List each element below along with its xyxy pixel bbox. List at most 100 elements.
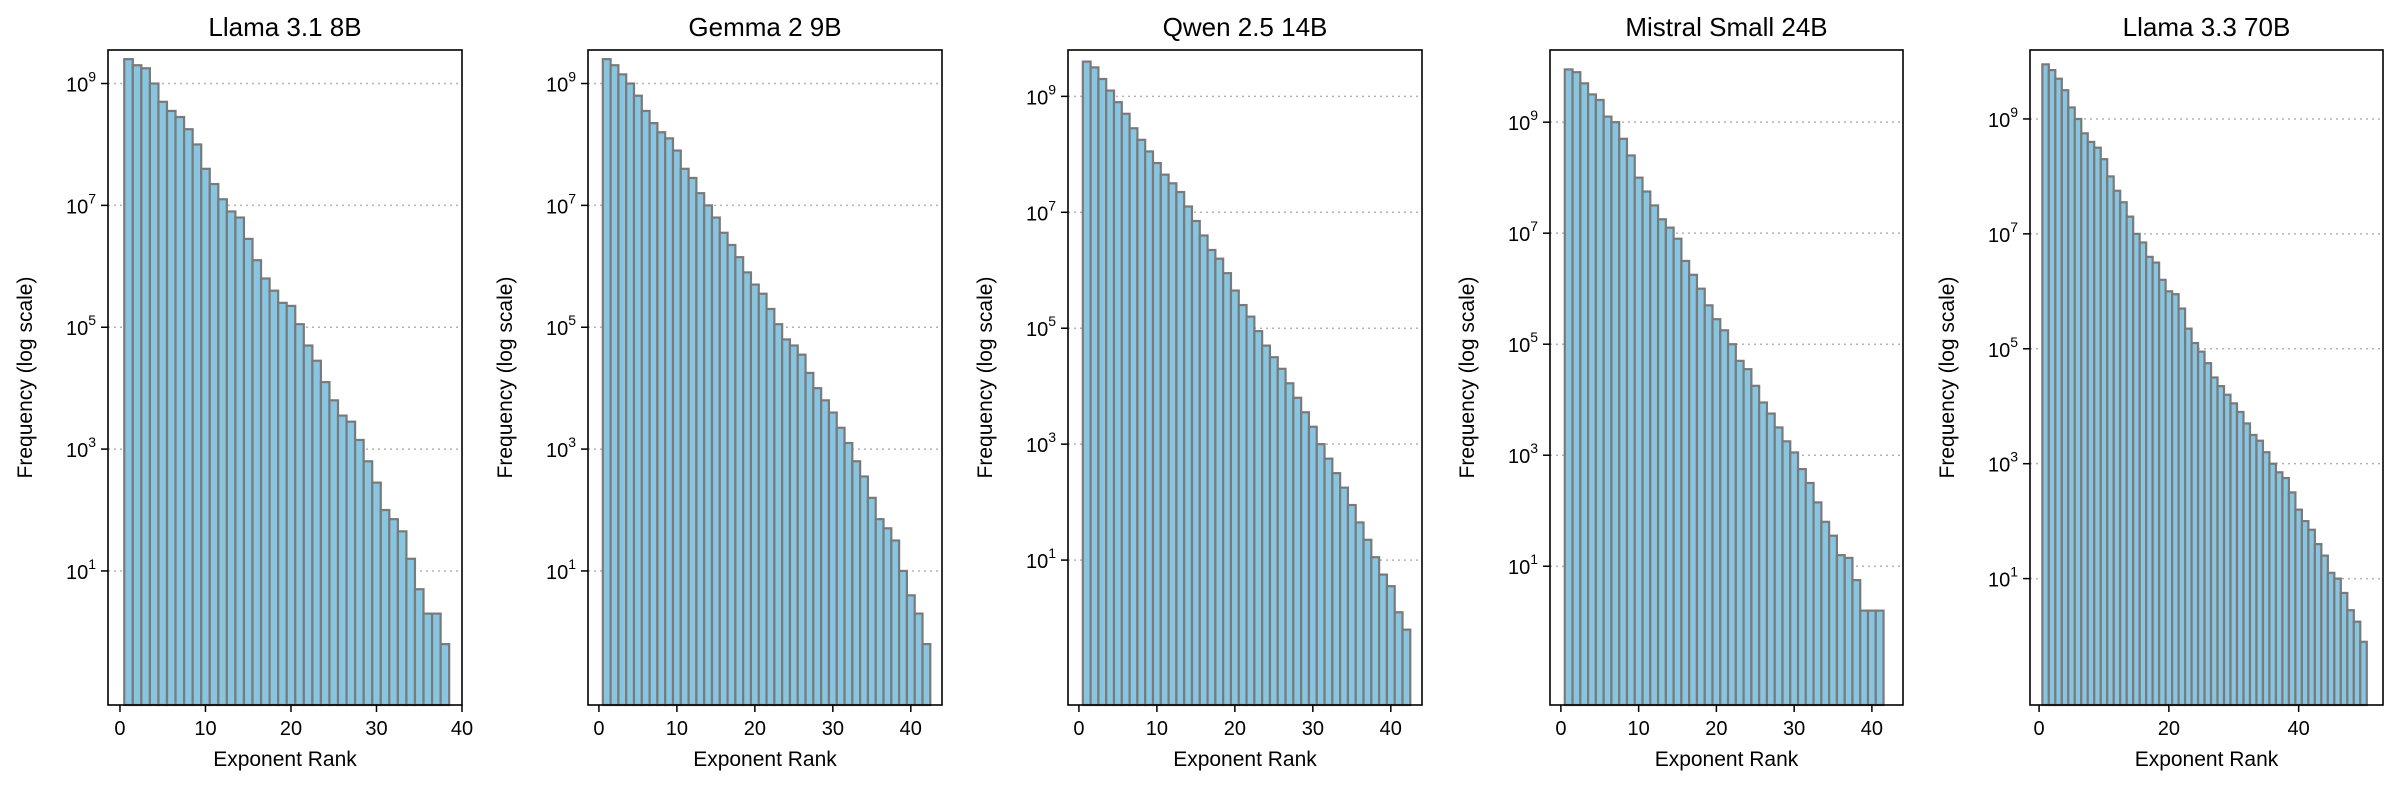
histogram-bar <box>827 411 838 707</box>
histogram-bar <box>718 231 729 707</box>
x-tick-label: 20 <box>744 718 766 740</box>
histogram-bar <box>319 380 331 707</box>
histogram-bar <box>1276 367 1287 707</box>
histogram-bar <box>1331 472 1342 707</box>
histogram-bar <box>1120 112 1131 707</box>
histogram-bar <box>439 642 451 707</box>
histogram-bar <box>1144 150 1155 707</box>
histogram-bar <box>921 642 932 707</box>
y-tick-exponent: 3 <box>568 434 576 450</box>
histogram-bar <box>1734 359 1745 707</box>
axes-frame <box>107 49 463 706</box>
y-tick-exponent: 9 <box>1530 107 1538 123</box>
y-tick-exponent: 5 <box>1530 329 1538 345</box>
histogram-bar <box>294 323 305 707</box>
histogram-bar <box>687 176 698 707</box>
y-tick-base: 10 <box>546 196 568 218</box>
x-tick-label: 40 <box>2288 718 2310 740</box>
y-tick-exponent: 1 <box>88 556 96 572</box>
histogram-bar <box>632 94 643 707</box>
histogram-bar <box>388 518 399 707</box>
x-tick-label: 30 <box>822 718 844 740</box>
histogram-bar <box>1649 204 1660 707</box>
y-tick-label: 101 <box>66 556 96 584</box>
histogram-bar <box>710 216 721 707</box>
histogram-bar <box>1594 98 1605 707</box>
histogram-bar <box>405 557 417 707</box>
histogram-bar <box>311 359 323 707</box>
x-axis-label: Exponent Rank <box>1655 748 1799 771</box>
histogram-bar <box>1261 344 1272 707</box>
x-tick-label: 40 <box>1380 718 1402 740</box>
histogram-bar <box>1664 226 1675 707</box>
y-tick-label: 107 <box>66 190 96 218</box>
histogram-bar <box>1641 190 1652 707</box>
histogram-bar <box>1703 304 1714 707</box>
y-tick-base: 10 <box>66 562 88 584</box>
histogram-bar <box>1339 486 1350 707</box>
histogram-bar <box>671 149 682 707</box>
histogram-bar <box>1292 396 1303 707</box>
histogram-bar <box>1214 257 1225 707</box>
histogram-bar <box>123 58 134 707</box>
histogram-bar <box>1711 318 1722 707</box>
y-tick-base: 10 <box>1026 435 1048 457</box>
histogram-bar <box>285 304 297 707</box>
histogram-bar <box>157 100 169 707</box>
histogram-bar <box>726 243 737 707</box>
histogram-bar <box>140 67 151 707</box>
axes-frame <box>587 49 943 706</box>
y-tick-label: 105 <box>1026 313 1056 341</box>
histogram-bar <box>1323 457 1334 707</box>
y-tick-label: 101 <box>1508 551 1538 579</box>
histogram-bar <box>1618 137 1629 707</box>
histogram-bar <box>1859 609 1870 707</box>
y-tick-base: 10 <box>1508 557 1530 579</box>
histogram-bar <box>1346 503 1357 707</box>
histogram-bar <box>703 204 714 707</box>
histogram-bar <box>1835 554 1846 707</box>
axes-frame <box>1549 49 1904 706</box>
y-tick-base: 10 <box>66 196 88 218</box>
y-axis-label: Frequency (log scale) <box>14 277 37 479</box>
x-tick-label: 10 <box>194 718 216 740</box>
x-tick-label: 10 <box>1628 718 1650 740</box>
histogram-bar <box>225 210 237 707</box>
y-tick-exponent: 7 <box>568 190 576 206</box>
histogram-bar <box>1112 101 1123 707</box>
histogram-bar <box>259 277 271 707</box>
histogram-bar <box>1610 121 1621 707</box>
histogram-bar <box>695 192 706 707</box>
histogram-bar <box>1773 426 1784 707</box>
x-tick-label: 0 <box>1073 718 1084 740</box>
y-tick-exponent: 1 <box>1048 545 1056 561</box>
y-tick-exponent: 5 <box>1048 313 1056 329</box>
x-tick-label: 30 <box>365 718 387 740</box>
y-tick-base: 10 <box>1988 340 2010 362</box>
x-tick-label: 0 <box>1555 718 1566 740</box>
histogram-bar <box>1307 425 1318 707</box>
y-tick-base: 10 <box>546 75 568 97</box>
histogram-bar <box>1151 161 1162 707</box>
histogram-bar <box>679 167 690 707</box>
y-tick-label: 109 <box>1026 81 1056 109</box>
y-axis-label: Frequency (log scale) <box>1456 277 1479 479</box>
histogram-bar <box>617 73 628 707</box>
y-tick-label: 103 <box>1026 429 1056 457</box>
histogram-bar <box>812 387 823 707</box>
histogram-bar <box>796 353 807 707</box>
histogram-bar <box>1190 219 1201 707</box>
histogram-bar <box>1812 501 1823 707</box>
y-tick-exponent: 3 <box>1048 429 1056 445</box>
y-tick-exponent: 5 <box>2010 334 2018 350</box>
x-tick-label: 20 <box>1705 718 1727 740</box>
histogram-bar <box>788 344 799 707</box>
x-tick-label: 20 <box>280 718 302 740</box>
histogram-bar <box>1097 77 1108 707</box>
histogram-bar <box>1105 89 1116 707</box>
histogram-bar <box>1378 573 1389 707</box>
x-tick-label: 20 <box>2158 718 2180 740</box>
histogram-bar <box>1789 451 1800 707</box>
